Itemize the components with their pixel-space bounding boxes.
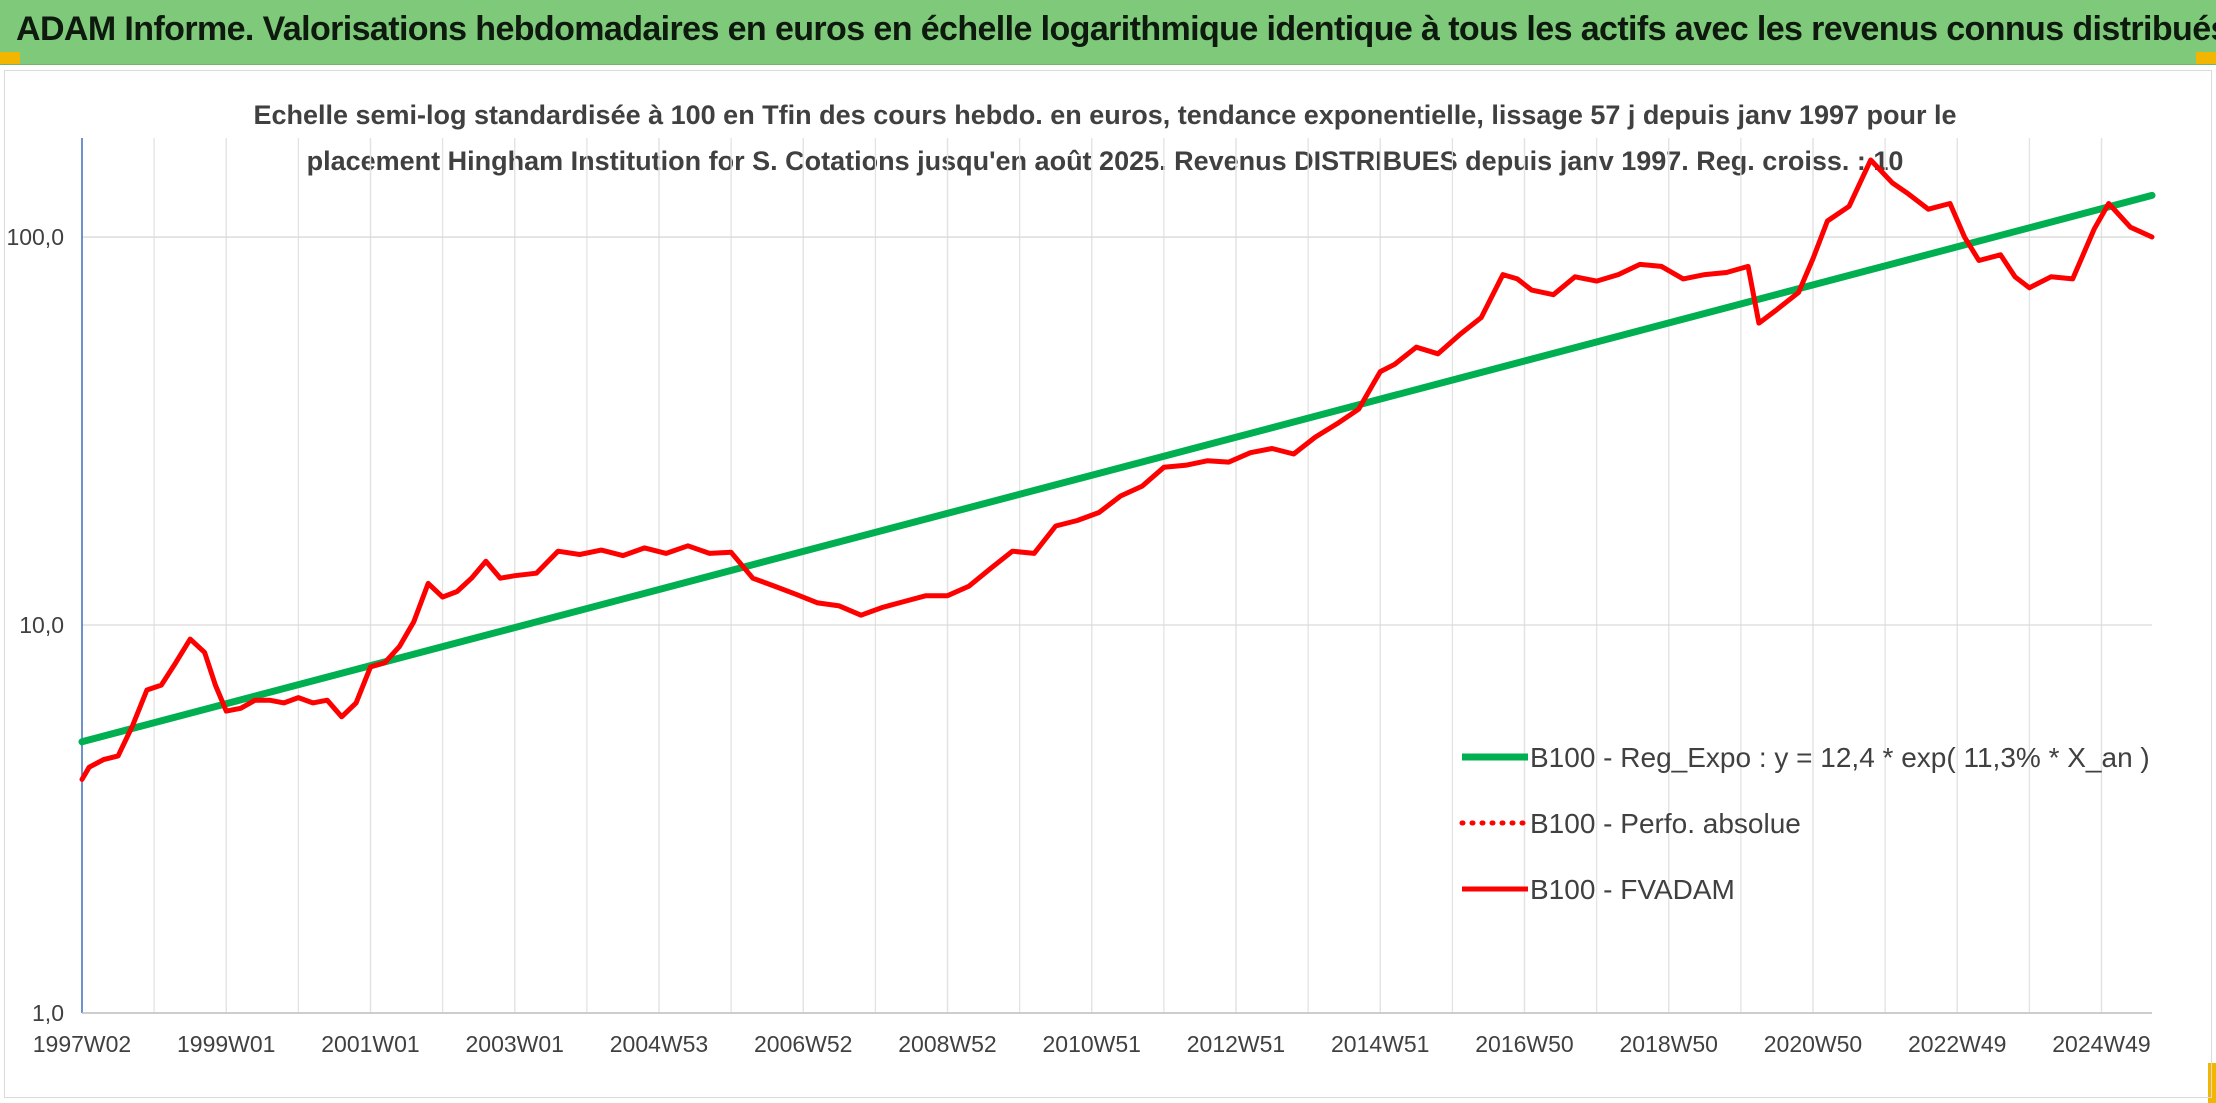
corner-marker-bottom-right — [2208, 1063, 2216, 1103]
chart-frame — [4, 70, 2212, 1098]
axes — [81, 138, 2152, 1014]
x-tick-label: 2016W50 — [1475, 1031, 1573, 1057]
corner-marker-left — [0, 52, 20, 64]
report-title: ADAM Informe. Valorisations hebdomadaire… — [16, 10, 2216, 48]
x-tick-label: 2006W52 — [754, 1031, 852, 1057]
x-tick-label: 2020W50 — [1764, 1031, 1862, 1057]
chart-subtitle-line-2: placement Hingham Institution for S. Cot… — [306, 146, 1904, 176]
x-tick-label: 2010W51 — [1043, 1031, 1141, 1057]
tick-labels: 1,0 10,0 100,0 1997W02 1999W01 2001W01 2003W01… — [6, 224, 2150, 1057]
chart-subtitle: Echelle semi-log standardisée à 100 en T… — [250, 92, 1960, 184]
x-tick-label: 2001W01 — [321, 1031, 419, 1057]
y-tick-label: 100,0 — [6, 224, 64, 250]
legend-label: B100 - Reg_Expo : y = 12,4 * exp( 11,3% … — [1530, 742, 2150, 773]
x-tick-label: 2012W51 — [1187, 1031, 1285, 1057]
y-tick-label: 10,0 — [19, 612, 64, 638]
x-tick-label: 1997W02 — [33, 1031, 131, 1057]
series-line-2 — [79, 157, 2155, 782]
x-tick-label: 2018W50 — [1620, 1031, 1718, 1057]
legend-label: B100 - Perfo. absolue — [1530, 808, 1801, 839]
x-tick-label: 2003W01 — [466, 1031, 564, 1057]
x-tick-label: 1999W01 — [177, 1031, 275, 1057]
legend-label: B100 - FVADAM — [1530, 874, 1735, 905]
legend: B100 - Reg_Expo : y = 12,4 * exp( 11,3% … — [1459, 742, 2150, 905]
series-line-0 — [78, 191, 2156, 746]
x-tick-label: 2022W49 — [1908, 1031, 2006, 1057]
report-banner: ADAM Informe. Valorisations hebdomadaire… — [0, 0, 2216, 65]
x-tick-label: 2008W52 — [898, 1031, 996, 1057]
x-tick-label: 2024W49 — [2052, 1031, 2150, 1057]
corner-marker-right — [2196, 52, 2216, 64]
y-tick-label: 1,0 — [32, 1000, 64, 1026]
series-area — [78, 157, 2156, 782]
x-tick-label: 2004W53 — [610, 1031, 708, 1057]
grid — [81, 138, 2152, 1014]
chart-subtitle-line-1: Echelle semi-log standardisée à 100 en T… — [253, 100, 1957, 130]
x-tick-label: 2014W51 — [1331, 1031, 1429, 1057]
